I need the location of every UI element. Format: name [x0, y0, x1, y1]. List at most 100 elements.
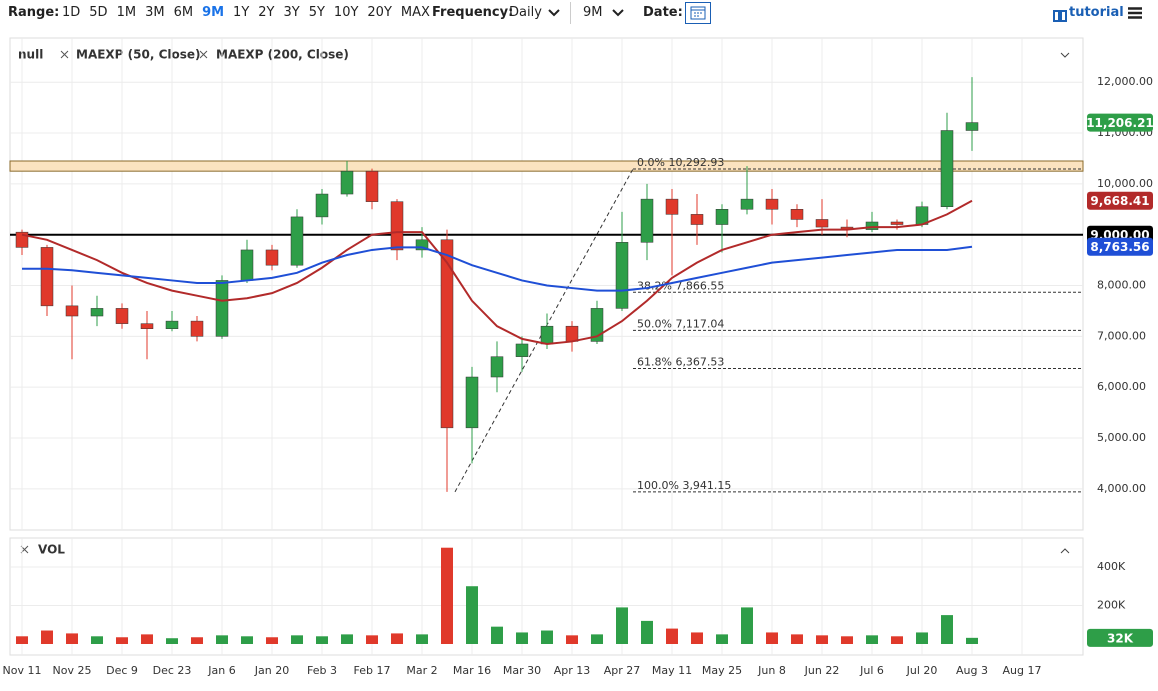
candle-body	[765, 198, 779, 210]
range-button[interactable]: 10Y	[333, 5, 359, 20]
menu-button[interactable]	[1128, 7, 1142, 19]
candle-body	[515, 343, 529, 357]
range-button[interactable]: 2Y	[258, 5, 275, 20]
y-tick-label: 12,000.00	[1097, 75, 1153, 88]
legend-remove[interactable]	[60, 50, 69, 59]
range-button[interactable]: 6M	[173, 5, 194, 20]
y-tick-label: 400K	[1097, 560, 1126, 573]
candle-body	[415, 239, 429, 251]
volume-bar	[691, 632, 703, 644]
y-tick-label: 4,000.00	[1097, 482, 1146, 495]
candle-body	[340, 170, 354, 195]
candle-body	[865, 221, 879, 230]
candle-body	[265, 249, 279, 266]
volume-bar	[491, 626, 503, 644]
volume-bar	[916, 632, 928, 644]
candle-body	[465, 376, 479, 429]
candle-body	[165, 320, 179, 329]
x-tick-label: Aug 3	[956, 664, 988, 677]
candle-body	[590, 308, 604, 342]
candle-body	[315, 193, 329, 218]
candle-body	[140, 323, 154, 329]
candle-body	[815, 219, 829, 228]
volume-bar	[841, 636, 853, 644]
frequency-label: Frequency:	[432, 5, 514, 20]
x-tick-label: Jan 6	[207, 664, 235, 677]
resistance-zone	[9, 160, 1084, 172]
date-label: Date:	[643, 5, 683, 20]
volume-bar	[116, 637, 128, 644]
volume-bar	[966, 637, 978, 644]
candle-body	[715, 209, 729, 225]
candle-body	[40, 247, 54, 307]
volume-bar	[541, 630, 553, 644]
tutorial-icon[interactable]	[1053, 10, 1067, 22]
volume-bar	[16, 636, 28, 644]
ma-label-box	[1087, 237, 1153, 256]
range-button[interactable]: 9M	[202, 5, 225, 20]
range-button[interactable]: 5Y	[308, 5, 325, 20]
fib-label: 0.0% 10,292.93	[637, 156, 724, 169]
legend-ma200: MAEXP (200, Close)	[216, 48, 349, 62]
x-tick-label: Mar 2	[406, 664, 437, 677]
y-tick-label: 200K	[1097, 598, 1126, 611]
y-tick-label: 6,000.00	[1097, 380, 1146, 393]
expand-chevron[interactable]	[1060, 548, 1070, 554]
candle-body	[90, 308, 104, 317]
volume-bar	[516, 632, 528, 644]
ma-label: 8,763.56	[1090, 240, 1149, 254]
volume-bar	[741, 607, 753, 644]
candle-body	[640, 198, 654, 243]
volume-bar	[641, 620, 653, 644]
moving-average	[21, 199, 973, 345]
range-button[interactable]: 3Y	[283, 5, 300, 20]
y-tick-label: 8,000.00	[1097, 279, 1146, 292]
x-tick-label: Nov 25	[53, 664, 92, 677]
range-button[interactable]: 1Y	[233, 5, 250, 20]
last-price-label: 11,206.21	[1086, 116, 1154, 130]
candle-body	[615, 242, 629, 309]
candle-body	[15, 231, 29, 248]
x-tick-label: May 25	[702, 664, 742, 677]
volume-bar	[591, 634, 603, 644]
last-price-label-box	[1087, 113, 1153, 132]
calendar-button[interactable]	[685, 2, 711, 24]
volume-bar	[816, 635, 828, 644]
candle-body	[440, 239, 454, 429]
volume-bar	[891, 636, 903, 644]
ma-label: 9,668.41	[1090, 194, 1149, 208]
volume-bar	[316, 636, 328, 644]
candle-body	[790, 209, 804, 220]
fib-label: 50.0% 7,117.04	[637, 317, 724, 330]
range-button[interactable]: MAX	[400, 5, 430, 20]
range-button[interactable]: 20Y	[367, 5, 392, 20]
candle-body	[890, 221, 904, 225]
price-pane	[9, 37, 1084, 531]
volume-bar	[566, 635, 578, 644]
legend-remove[interactable]	[199, 50, 208, 59]
range-button[interactable]: 1M	[116, 5, 137, 20]
volume-bar	[216, 635, 228, 644]
range-button[interactable]: 1D	[62, 5, 81, 20]
volume-bar	[266, 637, 278, 644]
vol-title: VOL	[38, 543, 65, 557]
ma-label-box	[1087, 191, 1153, 210]
frequency-select[interactable]: Daily	[509, 5, 542, 20]
tutorial-link[interactable]: tutorial	[1069, 5, 1124, 20]
toolbar: Range: 1D 5D 1M 3M 6M 9M 1Y 2Y 3Y 5Y 10Y 20Y MAX Fre…	[0, 0, 1158, 28]
x-tick-label: Nov 11	[3, 664, 42, 677]
range-buttons: 1D 5D 1M 3M 6M 9M 1Y 2Y 3Y 5Y 10Y 20Y MAX	[62, 5, 439, 20]
range-button[interactable]: 5D	[89, 5, 108, 20]
x-tick-label: Jun 8	[757, 664, 786, 677]
candle-body	[290, 216, 304, 266]
legend-main: null	[18, 48, 43, 62]
range-button[interactable]: 3M	[145, 5, 165, 20]
x-tick-label: Dec 9	[106, 664, 138, 677]
volume-bar	[391, 633, 403, 644]
period-select[interactable]: 9M	[583, 5, 603, 20]
x-tick-label: Dec 23	[153, 664, 192, 677]
collapse-chevron[interactable]	[1060, 52, 1070, 58]
y-tick-label: 5,000.00	[1097, 431, 1146, 444]
